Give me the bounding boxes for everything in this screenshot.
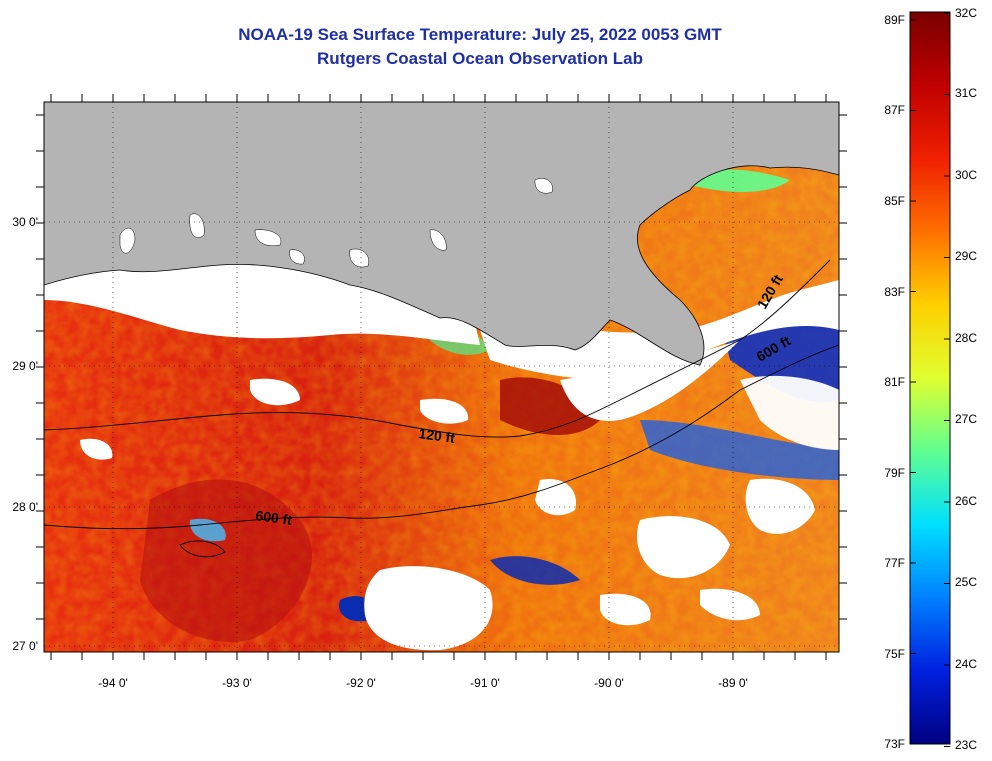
lon-label: -93 0' [222, 676, 252, 690]
cool-patch-shelf [640, 420, 839, 480]
contour-120ft [44, 259, 831, 438]
colorbar-c-label: 29C [955, 249, 977, 263]
colorbar-f-label: 81F [884, 375, 905, 389]
map-subtitle: Rutgers Coastal Ocean Observation Lab [317, 49, 643, 68]
colorbar-c-label: 23C [955, 738, 977, 752]
colorbar-ticks [910, 12, 950, 747]
lon-label: -91 0' [470, 676, 500, 690]
graticule [44, 102, 839, 652]
lat-label: 28 0' [12, 500, 38, 514]
axis-ticks [36, 94, 847, 660]
sst-map [44, 102, 839, 652]
contour-label-600ft-west: 600 ft [255, 507, 294, 528]
colorbar-f-label: 75F [884, 647, 905, 661]
colorbar-f-label: 77F [884, 556, 905, 570]
colorbar-f-label: 83F [884, 285, 905, 299]
longitude-labels: -94 0' -93 0' -92 0' -91 0' -90 0' -89 0… [98, 676, 748, 690]
nearshore-green [690, 169, 790, 192]
cool-patch-south [339, 596, 373, 622]
land-coastline [44, 102, 839, 366]
warm-core [140, 479, 312, 642]
lat-label: 27 0' [12, 639, 38, 653]
lon-label: -90 0' [594, 676, 624, 690]
colorbar-c-label: 26C [955, 494, 977, 508]
colorbar-c-label: 28C [955, 331, 977, 345]
colorbar-c-label: 25C [955, 575, 977, 589]
map-frame [43, 101, 840, 653]
cool-patch-mid [490, 556, 580, 585]
colorbar-f-label: 79F [884, 466, 905, 480]
colorbar-c-label: 31C [955, 86, 977, 100]
inland-lakes [119, 178, 553, 268]
colorbar-c-label: 24C [955, 657, 977, 671]
lat-label: 30 0' [12, 215, 38, 229]
lat-label: 29 0' [12, 359, 38, 373]
cool-patch-west [189, 518, 226, 542]
map-title: NOAA-19 Sea Surface Temperature: July 25… [238, 25, 722, 44]
colorbar-f-label: 89F [884, 13, 905, 27]
temperature-colorbar [909, 11, 951, 745]
contour-600ft [44, 344, 839, 530]
contour-label-120ft-west: 120 ft [418, 425, 457, 446]
colorbar-c-label: 30C [955, 168, 977, 182]
colorbar-f-label: 87F [884, 103, 905, 117]
colorbar-c-label: 32C [955, 6, 977, 20]
lon-label: -92 0' [346, 676, 376, 690]
depth-contours [44, 259, 839, 558]
colorbar-c-label: 27C [955, 412, 977, 426]
colorbar-celsius-labels: 32C 31C 30C 29C 28C 27C 26C 25C 24C 23C [955, 6, 977, 752]
lon-label: -94 0' [98, 676, 128, 690]
lon-label: -89 0' [718, 676, 748, 690]
colorbar-f-label: 85F [884, 194, 905, 208]
latitude-labels: 30 0' 29 0' 28 0' 27 0' [12, 215, 38, 653]
colorbar-fahrenheit-labels: 89F 87F 85F 83F 81F 79F 77F 75F 73F [884, 13, 905, 751]
colorbar-f-label: 73F [884, 737, 905, 751]
